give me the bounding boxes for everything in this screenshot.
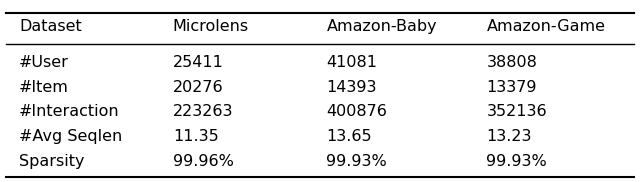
Text: #Interaction: #Interaction bbox=[19, 104, 120, 119]
Text: 20276: 20276 bbox=[173, 80, 223, 95]
Text: 400876: 400876 bbox=[326, 104, 387, 119]
Text: Microlens: Microlens bbox=[173, 19, 249, 34]
Text: 223263: 223263 bbox=[173, 104, 234, 119]
Text: Dataset: Dataset bbox=[19, 19, 82, 34]
Text: 41081: 41081 bbox=[326, 55, 378, 70]
Text: Amazon-Baby: Amazon-Baby bbox=[326, 19, 437, 34]
Text: 99.93%: 99.93% bbox=[326, 154, 387, 169]
Text: 13.65: 13.65 bbox=[326, 129, 372, 144]
Text: 13.23: 13.23 bbox=[486, 129, 532, 144]
Text: 14393: 14393 bbox=[326, 80, 377, 95]
Text: #User: #User bbox=[19, 55, 69, 70]
Text: #Avg Seqlen: #Avg Seqlen bbox=[19, 129, 122, 144]
Text: 25411: 25411 bbox=[173, 55, 223, 70]
Text: Sparsity: Sparsity bbox=[19, 154, 84, 169]
Text: 352136: 352136 bbox=[486, 104, 547, 119]
Text: 11.35: 11.35 bbox=[173, 129, 218, 144]
Text: 99.96%: 99.96% bbox=[173, 154, 234, 169]
Text: 99.93%: 99.93% bbox=[486, 154, 547, 169]
Text: 13379: 13379 bbox=[486, 80, 537, 95]
Text: 38808: 38808 bbox=[486, 55, 537, 70]
Text: #Item: #Item bbox=[19, 80, 69, 95]
Text: Amazon-Game: Amazon-Game bbox=[486, 19, 605, 34]
